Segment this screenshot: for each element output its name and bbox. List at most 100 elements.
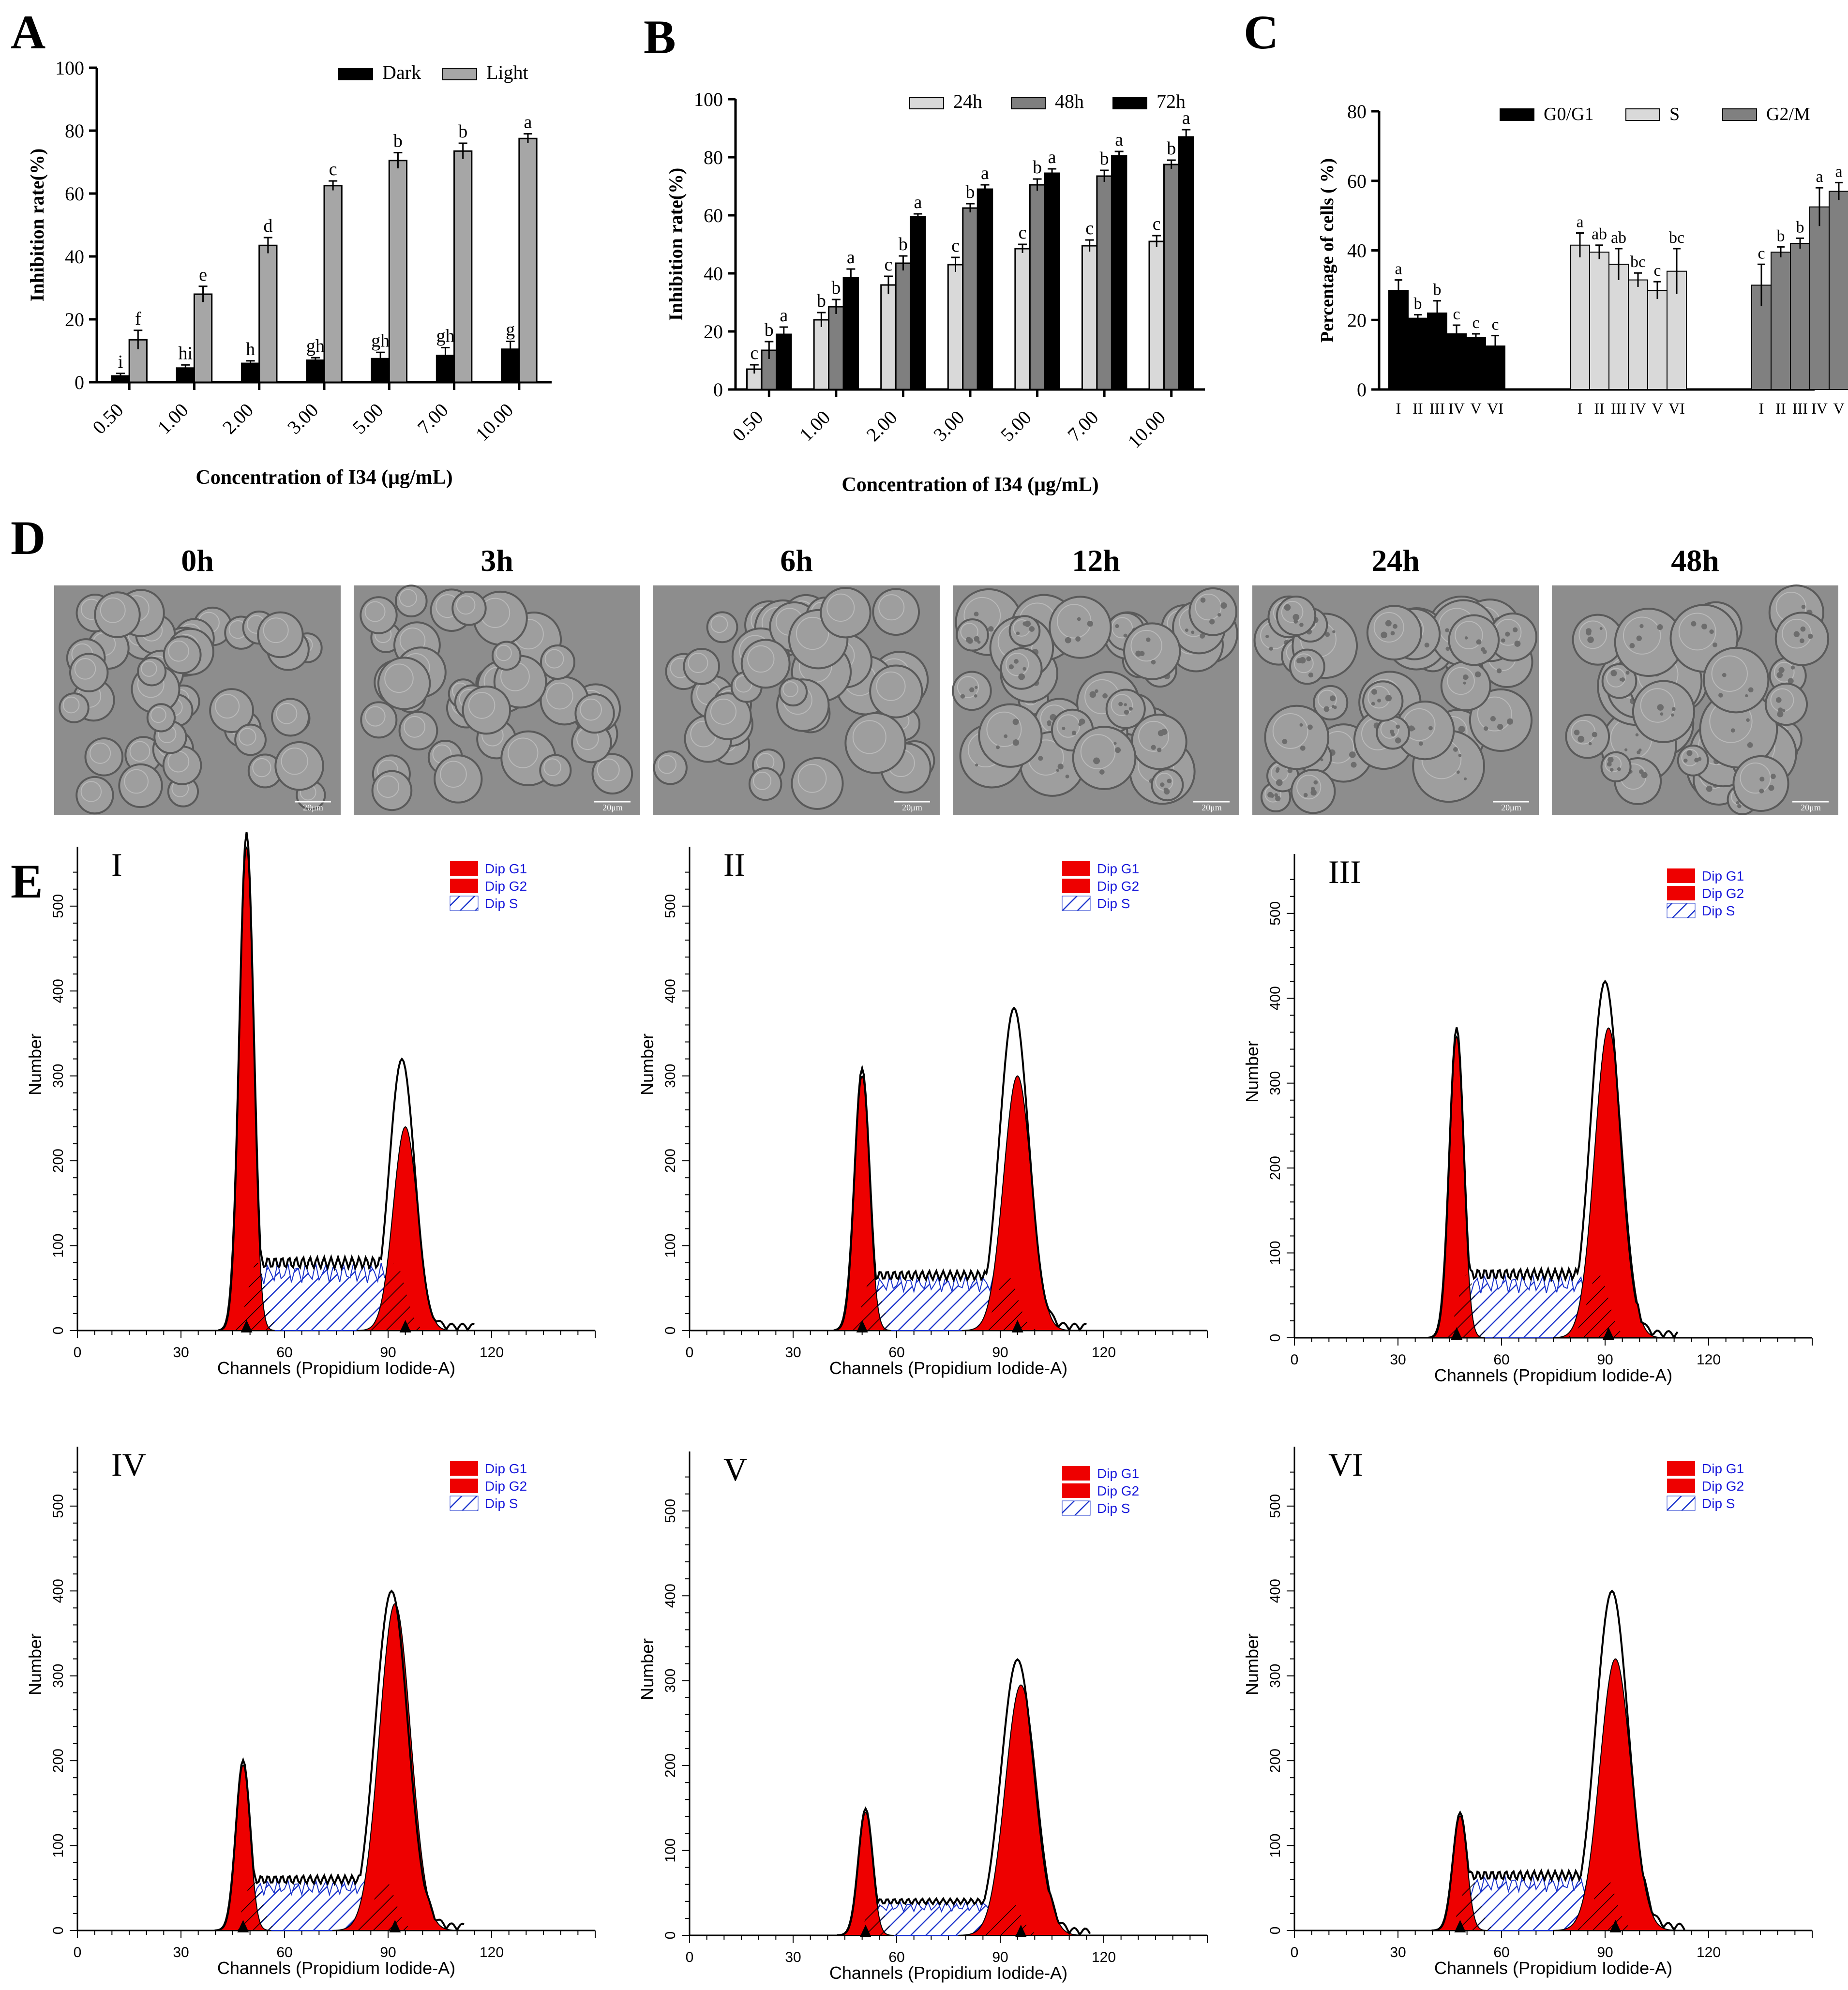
granule (1057, 763, 1064, 770)
cell-highlight (878, 594, 905, 621)
bar-24h (947, 264, 964, 390)
cell (779, 677, 808, 707)
granule (1481, 647, 1486, 652)
cell-highlight (215, 694, 240, 719)
panel-roman-label: VI (1328, 1446, 1363, 1483)
cell (1008, 615, 1041, 647)
bar-72h (1044, 172, 1060, 390)
y-tick-label: 200 (662, 1753, 678, 1778)
bar-s (1608, 264, 1629, 390)
x-tick-label: V (1833, 400, 1844, 417)
cell-highlight (957, 676, 979, 698)
x-tick-label: 90 (380, 1945, 396, 1960)
cell-highlight (80, 781, 102, 802)
cell (1632, 680, 1696, 743)
cell-highlight (1711, 655, 1748, 692)
significance-letter: g (506, 320, 515, 340)
granule (1588, 742, 1592, 746)
x-tick-label: 0 (686, 1345, 694, 1361)
x-tick-label: II (1594, 400, 1604, 417)
panel-roman-label: IV (111, 1446, 146, 1483)
cell (539, 754, 572, 787)
x-axis-label: Channels (Propidium Iodide-A) (217, 1358, 455, 1378)
cell (704, 692, 752, 740)
granule (1124, 709, 1129, 715)
cell-highlight (100, 597, 126, 623)
bar-light (388, 160, 408, 383)
bar-24h (1081, 245, 1098, 390)
y-tick-label: 0 (662, 1327, 678, 1335)
bar-g2m (1829, 191, 1848, 390)
dip-g2-peak (1553, 1658, 1678, 1931)
x-tick-label: IV (1811, 400, 1828, 417)
legend-label: Dip G1 (485, 861, 527, 876)
significance-letter: b (831, 278, 841, 298)
overlap-hatch (969, 1901, 1052, 1935)
y-axis-label: Inhibition rate(%) (665, 168, 687, 321)
granule (1574, 730, 1580, 735)
legend-label: Dip G1 (485, 1461, 527, 1476)
granule (1701, 623, 1708, 629)
granule (1265, 634, 1269, 639)
y-tick-label: 0 (662, 1931, 678, 1940)
y-tick-label: 80 (704, 147, 723, 168)
legend-swatch (1062, 861, 1090, 876)
cell-highlight (150, 707, 166, 723)
peak-marker-icon (1603, 1327, 1615, 1340)
overlap-hatch (1563, 1875, 1647, 1930)
granule (1371, 689, 1377, 695)
cell (84, 737, 124, 777)
legend-swatch (338, 68, 373, 80)
peak-marker-icon (1609, 1920, 1622, 1932)
granule (1790, 665, 1795, 670)
bar-72h (1178, 136, 1194, 390)
granule (974, 694, 977, 698)
bar-72h (842, 277, 859, 390)
bar-72h (910, 216, 926, 390)
y-tick-label: 500 (662, 894, 678, 918)
granule (1636, 635, 1642, 641)
legend-swatch (442, 68, 477, 80)
granule (1016, 631, 1020, 636)
granule (1160, 782, 1165, 787)
legend-label: Dip G1 (1097, 1466, 1139, 1481)
legend-swatch (450, 1479, 478, 1493)
y-tick-label: 300 (1267, 1664, 1283, 1688)
significance-letter: a (1182, 108, 1190, 128)
histogram-envelope (218, 832, 475, 1332)
granule (1776, 672, 1783, 678)
significance-letter: i (118, 352, 123, 372)
cell-highlight (281, 748, 308, 775)
significance-letter: a (524, 112, 532, 133)
cell-highlight (1293, 653, 1314, 673)
granule (1071, 731, 1077, 735)
cell-highlight (364, 601, 386, 622)
legend-swatch (1062, 896, 1091, 911)
x-tick-label: 120 (480, 1345, 504, 1361)
bar-s (1647, 290, 1668, 390)
granule (1453, 747, 1458, 752)
x-tick-label: 90 (1597, 1352, 1613, 1368)
cell-highlight (1111, 617, 1133, 639)
granule (1608, 756, 1614, 763)
granule (1799, 638, 1804, 643)
granule (1629, 643, 1635, 648)
x-tick-label: I (1396, 400, 1401, 417)
x-tick-label: VI (1668, 400, 1685, 417)
y-tick-label: 20 (65, 309, 84, 330)
legend-swatch (1667, 1496, 1696, 1511)
granule (1801, 604, 1806, 609)
legend-label: S (1669, 104, 1680, 124)
legend-swatch (1625, 108, 1660, 121)
granule (1377, 699, 1381, 703)
time-label: 6h (780, 543, 813, 578)
overlap-hatch (841, 1901, 911, 1935)
significance-letter: c (1472, 314, 1479, 332)
panel-roman-label: V (723, 1451, 747, 1488)
significance-letter: gh (306, 336, 325, 356)
significance-letter: b (1796, 218, 1804, 236)
cell-highlight (796, 616, 829, 650)
histogram-panel-vi: 0 30 60 90 120 0 100 200 300 400 500 Channels (Prop… (1242, 1446, 1813, 1978)
granule (960, 694, 965, 699)
granule (1793, 631, 1800, 637)
